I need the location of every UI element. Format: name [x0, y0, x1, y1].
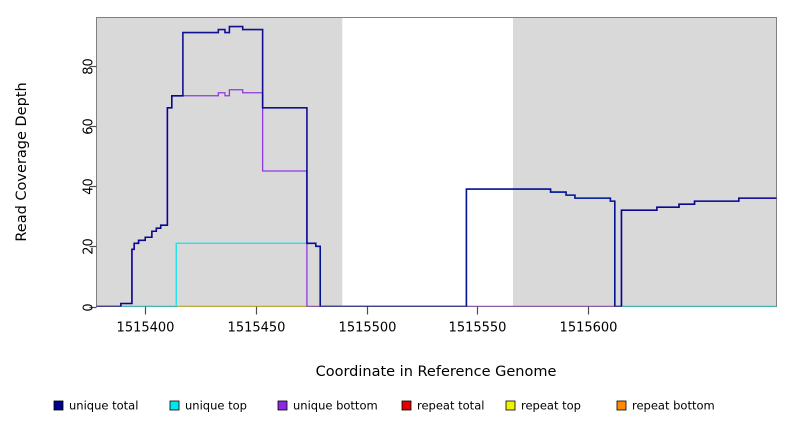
unshaded-region [342, 17, 513, 307]
data-series-group [96, 25, 777, 307]
y-tick-label: 80 [81, 58, 96, 75]
y-axis-ticks: 0 20 40 60 80 [81, 58, 97, 312]
x-tick-label: 1515600 [560, 321, 618, 336]
shaded-region [96, 17, 343, 307]
chart-legend: unique total unique top unique bottom repea… [53, 399, 715, 413]
x-tick-label: 1515550 [449, 321, 507, 336]
legend-swatch-repeat-total [401, 400, 412, 411]
shaded-region-group [96, 17, 777, 307]
x-tick-label: 1515450 [228, 321, 286, 336]
y-tick-label: 40 [81, 178, 96, 195]
series-line-unique-total [96, 25, 777, 307]
legend-label-repeat-total: repeat total [417, 399, 484, 413]
legend-swatch-unique-bottom [277, 400, 288, 411]
x-axis-title: Coordinate in Reference Genome [316, 364, 557, 380]
y-tick-label: 0 [81, 303, 96, 311]
legend-swatch-repeat-top [505, 400, 516, 411]
x-tick-label: 1515500 [339, 321, 397, 336]
y-tick-label: 20 [81, 238, 96, 255]
legend-label-repeat-top: repeat top [521, 399, 581, 413]
legend-swatch-unique-top [169, 400, 180, 411]
y-tick-label: 60 [81, 118, 96, 135]
x-tick-label: 1515400 [117, 321, 175, 336]
legend-label-unique-total: unique total [69, 399, 138, 413]
legend-label-unique-bottom: unique bottom [293, 399, 378, 413]
y-axis-title: Read Coverage Depth [14, 82, 30, 241]
legend-label-repeat-bottom: repeat bottom [632, 399, 715, 413]
legend-label-unique-top: unique top [185, 399, 247, 413]
shaded-region [512, 17, 777, 307]
x-axis-ticks: 1515400 1515450 1515500 1515550 1515600 [117, 306, 618, 336]
legend-swatch-repeat-bottom [616, 400, 627, 411]
legend-swatch-unique-total [53, 400, 64, 411]
